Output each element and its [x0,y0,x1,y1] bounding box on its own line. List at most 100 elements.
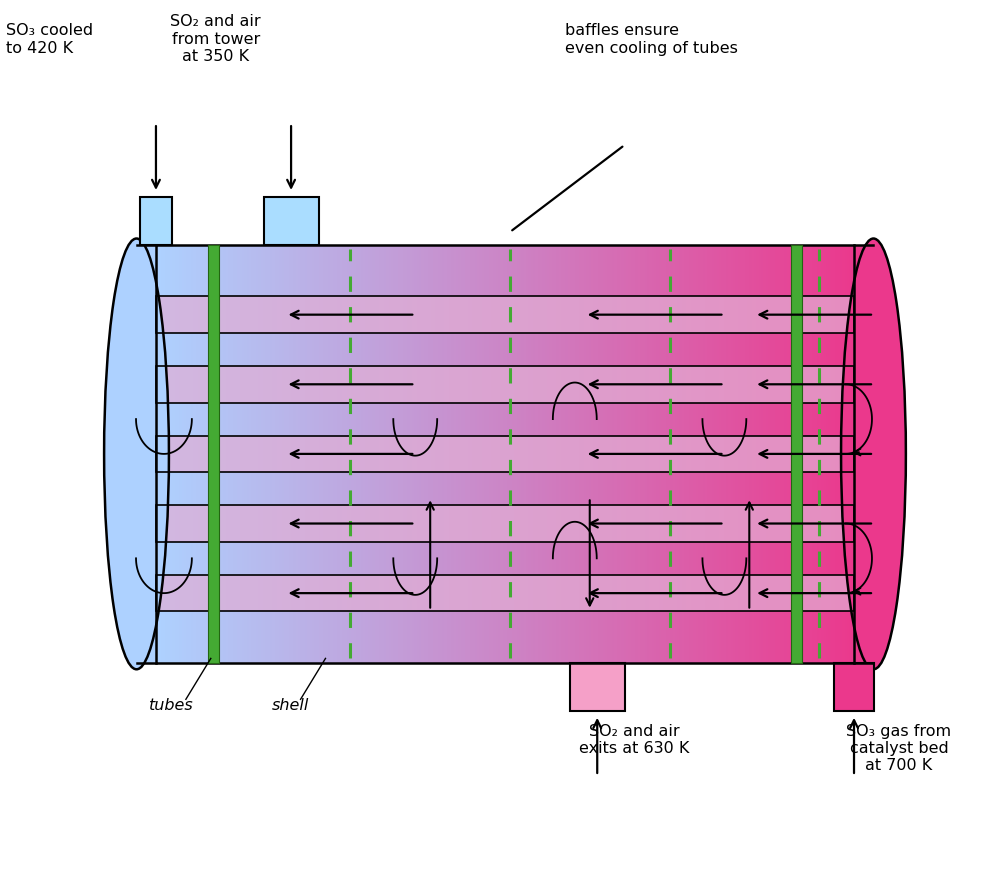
Bar [607,366,613,402]
Bar [291,245,294,663]
Bar [440,574,445,611]
Bar [370,505,376,542]
Bar [475,245,478,663]
Bar [177,245,180,663]
Bar [794,297,799,333]
Bar [514,574,520,611]
Bar [742,436,748,472]
Bar [449,366,455,402]
Bar [775,245,778,663]
Bar [686,505,692,542]
Bar [161,245,164,663]
Bar [477,245,480,663]
Bar [328,366,334,402]
Bar [365,297,371,333]
Bar [426,574,432,611]
Bar [682,245,685,663]
Bar [747,297,753,333]
Bar [740,245,743,663]
Bar [724,245,727,663]
Bar [300,297,306,333]
Bar [254,297,259,333]
Bar [291,574,297,611]
Bar [431,297,436,333]
Bar [254,436,259,472]
Bar [286,505,292,542]
Bar [247,245,250,663]
Bar [565,574,571,611]
Bar [659,505,664,542]
Bar [412,574,418,611]
Bar [375,505,380,542]
Bar [156,297,854,333]
Bar [705,436,711,472]
Bar [486,297,492,333]
Bar [328,505,334,542]
Bar [435,366,441,402]
Bar [461,245,464,663]
Bar [347,245,350,663]
Bar [663,297,669,333]
Ellipse shape [841,238,906,670]
Bar [463,436,469,472]
Bar [491,297,497,333]
Bar [649,297,655,333]
Bar [524,245,527,663]
Bar [738,574,743,611]
Bar [742,505,748,542]
Bar [489,245,492,663]
Bar [766,366,771,402]
Bar [510,574,515,611]
Bar [561,245,564,663]
Bar [170,245,173,663]
Bar [207,505,213,542]
Bar [244,366,250,402]
Bar [477,297,483,333]
Bar [235,245,238,663]
Bar [789,574,795,611]
Bar [798,574,804,611]
Bar [393,436,399,472]
Bar [398,436,404,472]
Bar [449,436,455,472]
Bar [552,297,557,333]
Bar [235,574,241,611]
Bar [458,297,464,333]
Bar [500,574,506,611]
Bar [784,505,790,542]
Bar [349,245,352,663]
Bar [417,366,422,402]
Bar [221,366,227,402]
Bar [556,505,562,542]
Bar [412,245,415,663]
Bar [673,245,676,663]
Bar [631,366,636,402]
Bar [351,574,357,611]
Bar [552,366,557,402]
Bar [749,245,753,663]
Bar [784,245,788,663]
Bar [552,436,557,472]
Bar [477,436,483,472]
Bar [398,505,404,542]
Bar [212,505,217,542]
Bar [719,245,722,663]
Bar [435,297,441,333]
Bar [728,366,734,402]
Bar [319,505,324,542]
Bar [179,366,185,402]
Bar [347,297,352,333]
Bar [845,297,850,333]
Bar [444,245,448,663]
Bar [649,366,655,402]
Bar [714,574,720,611]
Bar [344,245,348,663]
Bar [652,245,655,663]
Bar [193,505,199,542]
Bar [742,574,748,611]
Bar [282,436,287,472]
Bar [607,574,613,611]
Bar [821,366,827,402]
Bar [542,245,546,663]
Bar [503,245,506,663]
